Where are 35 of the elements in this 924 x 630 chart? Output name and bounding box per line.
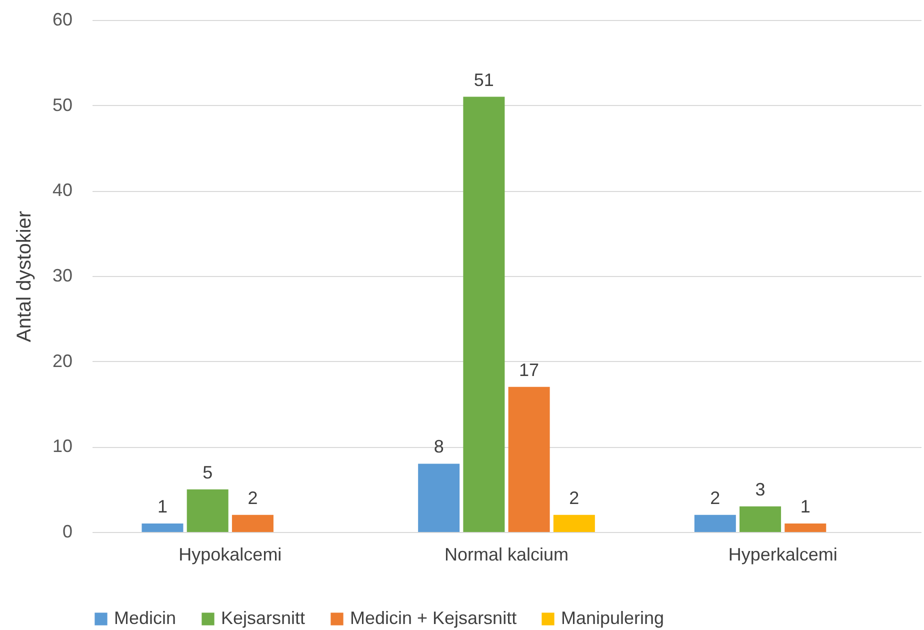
bar <box>508 386 550 532</box>
y-tick-label: 60 <box>52 10 72 30</box>
data-label: 17 <box>519 360 540 380</box>
y-tick-label: 50 <box>52 94 72 115</box>
y-tick-label: 10 <box>52 436 72 456</box>
data-label: 5 <box>202 462 213 482</box>
data-label: 1 <box>800 496 810 516</box>
bar <box>142 523 184 532</box>
legend-label: Medicin <box>114 608 176 628</box>
y-axis-title: Antal dystokier <box>13 210 36 342</box>
legend-label: Kejsarsnitt <box>221 608 306 628</box>
y-tick-label: 20 <box>52 350 72 371</box>
bar <box>740 506 782 532</box>
data-label: 8 <box>434 436 444 457</box>
data-label: 2 <box>248 488 258 508</box>
bar <box>186 489 228 532</box>
bar <box>418 464 460 532</box>
x-tick-label: Hypokalcemi <box>178 544 282 564</box>
data-label: 3 <box>755 479 766 500</box>
x-tick-label: Hyperkalcemi <box>728 544 838 564</box>
y-tick-label: 30 <box>52 266 72 286</box>
legend-label: Medicin + Kejsarsnitt <box>350 608 517 628</box>
x-tick-label: Normal kalcium <box>444 544 569 564</box>
data-label: 51 <box>474 70 494 90</box>
legend-label: Manipulering <box>561 608 664 628</box>
y-tick-label: 0 <box>62 522 72 542</box>
bar <box>694 514 736 532</box>
bar <box>784 523 826 532</box>
data-label: 1 <box>157 496 168 516</box>
bar <box>463 96 505 532</box>
y-tick-label: 40 <box>52 180 72 200</box>
bar <box>232 514 274 532</box>
data-label: 2 <box>710 488 720 508</box>
bar <box>553 514 595 532</box>
data-label: 2 <box>569 488 580 508</box>
